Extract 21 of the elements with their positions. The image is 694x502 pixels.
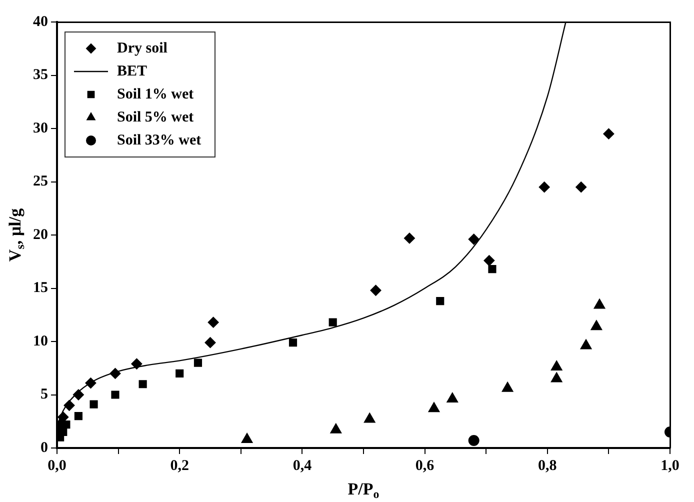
y-tick-label: 40 xyxy=(33,14,48,30)
y-axis-title: Vs, µl/g xyxy=(5,208,28,262)
x-tick-label: 0,6 xyxy=(415,458,435,474)
y-tick-label: 0 xyxy=(40,440,48,456)
y-tick-label: 10 xyxy=(33,333,48,350)
y-tick-label: 25 xyxy=(33,174,48,190)
y-tick-label: 20 xyxy=(33,226,48,243)
x-tick-label: 0,2 xyxy=(170,458,189,474)
x-tick-label: 1,0 xyxy=(660,458,680,474)
legend-label: Soil 33% wet xyxy=(117,132,202,148)
x-tick-label: 0,4 xyxy=(292,458,312,474)
legend-label: Soil 5% wet xyxy=(117,109,194,126)
y-tick-label: 5 xyxy=(40,386,48,403)
legend-label: Dry soil xyxy=(117,40,168,56)
y-tick-label: 15 xyxy=(33,280,48,296)
y-tick-label: 30 xyxy=(33,120,48,136)
x-tick-label: 0,0 xyxy=(48,458,66,474)
y-tick-label: 35 xyxy=(33,67,48,84)
legend-label: BET xyxy=(117,63,148,80)
legend-label: Soil 1% wet xyxy=(117,86,194,102)
x-tick-label: 0,8 xyxy=(538,458,557,474)
